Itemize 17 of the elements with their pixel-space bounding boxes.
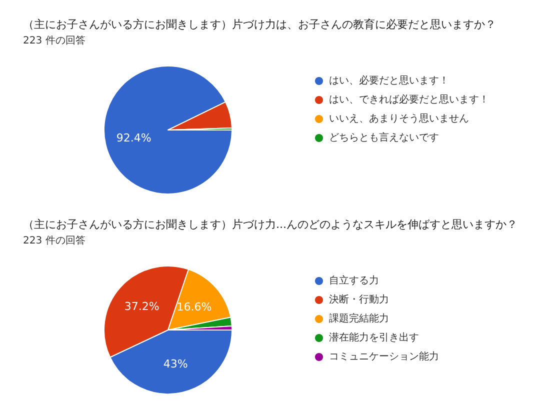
legend-label: はい、できれば必要だと思います！ <box>329 94 489 106</box>
chart-title: （主にお子さんがいる方にお聞きします）片づけ力...んのどのようなスキルを伸ばすと思いますか？ <box>23 218 518 231</box>
legend-label: どちらとも言えないです <box>329 132 439 144</box>
data-label: 16.6% <box>176 300 212 314</box>
data-label: 43% <box>163 358 188 371</box>
legend-label: いいえ、あまりそう思いません <box>329 114 469 124</box>
legend-label: コミュニケーション能力 <box>329 350 439 362</box>
data-label: 37.2% <box>124 300 160 314</box>
legend-label: 潜在能力を引き出す <box>329 332 419 344</box>
data-label: 92.4% <box>116 131 152 144</box>
chart-subtitle: 223 件の回答 <box>23 234 86 246</box>
legend-label: 決断・行動力 <box>329 294 389 306</box>
chart-title: （主にお子さんがいる方にお聞きします）片づけ力は、お子さんの教育に必要だと思いますか？ <box>23 18 496 31</box>
legend-label: 自立する力 <box>329 274 379 286</box>
legend-label: はい、必要だと思います！ <box>329 74 449 86</box>
chart-subtitle: 223 件の回答 <box>23 34 86 46</box>
legend-label: 課題完結能力 <box>329 312 389 324</box>
